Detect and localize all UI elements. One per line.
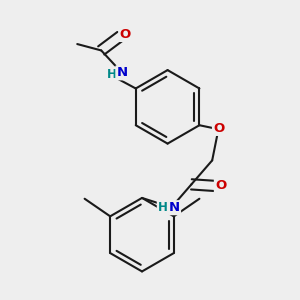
Text: H: H [158, 201, 168, 214]
Text: O: O [120, 28, 131, 41]
Text: N: N [116, 66, 128, 79]
Text: H: H [107, 68, 117, 81]
Text: O: O [213, 122, 224, 135]
Text: O: O [215, 179, 226, 193]
Text: N: N [169, 201, 180, 214]
